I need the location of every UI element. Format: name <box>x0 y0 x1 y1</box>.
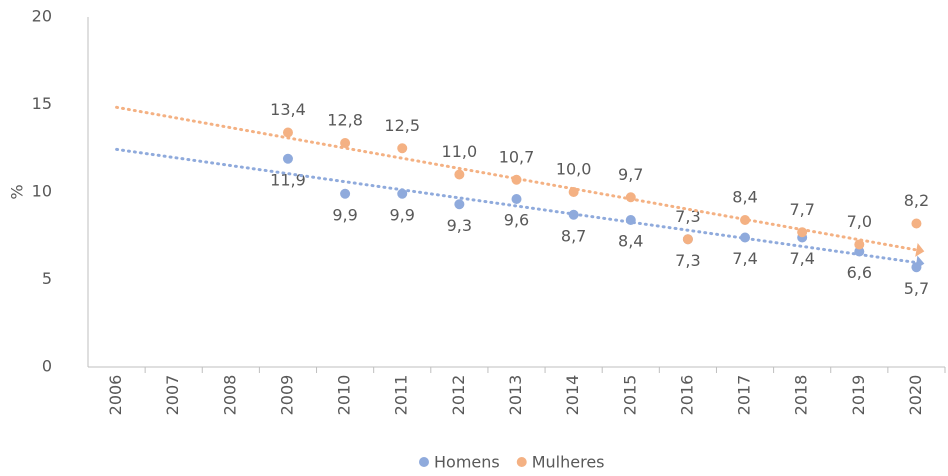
value-label: 10,0 <box>556 160 592 179</box>
legend-marker <box>419 457 429 467</box>
legend-marker <box>516 457 527 467</box>
point <box>511 194 522 204</box>
point <box>682 234 693 245</box>
value-label: 9,9 <box>390 205 415 224</box>
point <box>854 246 865 257</box>
value-label: 8,7 <box>561 226 586 245</box>
x-tick-label: 2017 <box>735 375 754 416</box>
x-tick-label: 2014 <box>563 375 582 416</box>
value-label: 7,0 <box>847 212 872 231</box>
x-tick-label: 2020 <box>906 375 925 416</box>
point <box>911 218 922 229</box>
x-tick-label: 2006 <box>106 375 125 416</box>
x-tick-label: 2009 <box>277 375 296 416</box>
value-label: 11,0 <box>442 142 478 161</box>
value-label: 12,8 <box>327 111 363 130</box>
value-label: 9,3 <box>447 216 472 235</box>
value-label: 7,4 <box>789 249 814 268</box>
point <box>282 153 293 164</box>
legend-label: Homens <box>434 453 500 472</box>
trendline-arrow <box>915 243 925 257</box>
value-label: 10,7 <box>499 147 535 166</box>
point <box>340 188 351 199</box>
y-tick-label: 15 <box>32 94 52 113</box>
value-label: 7,7 <box>789 200 814 219</box>
x-tick-label: 2018 <box>792 375 811 416</box>
x-tick-label: 2010 <box>335 375 354 416</box>
y-axis-label: % <box>8 184 27 199</box>
x-tick-label: 2011 <box>392 375 411 416</box>
value-label: 13,4 <box>270 100 306 119</box>
y-tick-label: 10 <box>32 182 52 201</box>
value-label: 9,7 <box>618 165 643 184</box>
trendline <box>115 147 918 265</box>
x-tick-label: 2015 <box>620 375 639 416</box>
point <box>282 127 293 138</box>
x-tick-label: 2016 <box>677 375 696 416</box>
value-label: 12,5 <box>384 116 420 135</box>
point <box>397 188 408 199</box>
value-label: 6,6 <box>847 263 872 282</box>
point <box>340 138 351 148</box>
value-label: 7,4 <box>732 249 757 268</box>
value-label: 5,7 <box>904 279 929 298</box>
value-label: 8,4 <box>618 232 643 251</box>
point <box>625 192 636 203</box>
legend-label: Mulheres <box>532 453 605 472</box>
value-label: 9,6 <box>504 211 529 230</box>
value-label: 8,4 <box>732 188 757 207</box>
x-tick-label: 2013 <box>506 375 525 416</box>
value-label: 9,9 <box>332 205 357 224</box>
x-tick-label: 2007 <box>163 375 182 416</box>
point <box>454 169 465 180</box>
value-label: 7,3 <box>675 207 700 226</box>
x-tick-label: 2012 <box>449 375 468 416</box>
point <box>854 239 865 250</box>
point <box>797 227 808 238</box>
trendline-arrow <box>915 255 925 270</box>
y-tick-label: 0 <box>42 357 52 376</box>
value-label: 8,2 <box>904 191 929 210</box>
y-tick-label: 5 <box>42 269 52 288</box>
x-tick-label: 2008 <box>220 375 239 416</box>
value-label: 7,3 <box>675 251 700 270</box>
point <box>454 199 465 210</box>
trendline <box>115 105 918 252</box>
point <box>397 143 408 154</box>
x-tick-label: 2019 <box>849 375 868 416</box>
y-tick-label: 20 <box>32 7 52 26</box>
